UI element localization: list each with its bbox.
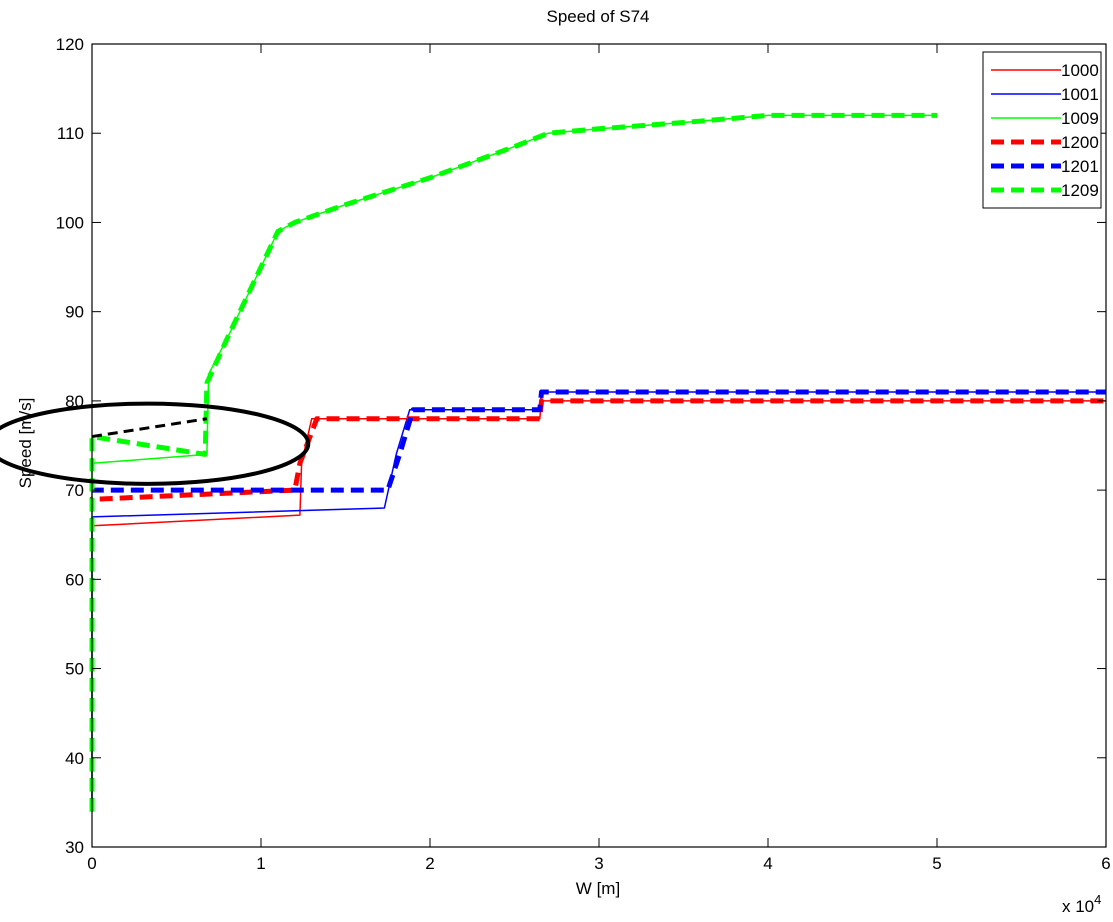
legend-label-1209: 1209 bbox=[1061, 181, 1099, 200]
x-tick-label: 2 bbox=[425, 854, 434, 873]
y-tick-label: 80 bbox=[65, 392, 84, 411]
x-tick-label: 6 bbox=[1101, 854, 1110, 873]
plot-area bbox=[92, 44, 1106, 847]
y-tick-label: 70 bbox=[65, 481, 84, 500]
legend-box bbox=[982, 51, 1102, 209]
legend-label-1201: 1201 bbox=[1061, 157, 1099, 176]
legend-label-1200: 1200 bbox=[1061, 133, 1099, 152]
y-tick-label: 60 bbox=[65, 570, 84, 589]
x-tick-label: 3 bbox=[594, 854, 603, 873]
plot-background bbox=[92, 44, 1106, 847]
series-line-1209 bbox=[89, 112, 937, 812]
x-axis-multiplier: x 104 bbox=[1062, 892, 1101, 916]
annotation-group bbox=[0, 401, 311, 486]
x-axis-multiplier-exponent: 4 bbox=[1094, 892, 1101, 907]
y-tick-label: 100 bbox=[56, 213, 84, 232]
y-tick-label: 50 bbox=[65, 660, 84, 679]
legend-label-1000: 1000 bbox=[1061, 61, 1099, 80]
x-tick-label: 1 bbox=[256, 854, 265, 873]
series-group bbox=[89, 112, 1106, 812]
y-tick-label: 40 bbox=[65, 749, 84, 768]
chart-title: Speed of S74 bbox=[546, 7, 649, 26]
legend-label-1001: 1001 bbox=[1061, 85, 1099, 104]
axes-group: 0 1 2 3 4 5 6 30 40 50 60 70 80 90 100 110 120 bbox=[56, 35, 1111, 873]
x-axis-title: W [m] bbox=[576, 879, 620, 898]
annotation-dashed-line bbox=[91, 417, 208, 439]
y-tick-label: 30 bbox=[65, 838, 84, 857]
series-line-1201 bbox=[89, 389, 1106, 812]
y-tick-label: 90 bbox=[65, 303, 84, 322]
y-axis-title: Speed [m/s] bbox=[16, 398, 35, 489]
x-tick-label: 4 bbox=[763, 854, 772, 873]
x-tick-label: 5 bbox=[932, 854, 941, 873]
annotation-ellipse bbox=[0, 401, 311, 486]
x-tick-label: 0 bbox=[87, 854, 96, 873]
y-tick-label: 110 bbox=[57, 124, 84, 143]
y-tick-label: 120 bbox=[56, 35, 84, 54]
legend-label-1009: 1009 bbox=[1061, 109, 1099, 128]
legend: 1000 1001 1009 1200 1201 1209 bbox=[982, 51, 1102, 209]
